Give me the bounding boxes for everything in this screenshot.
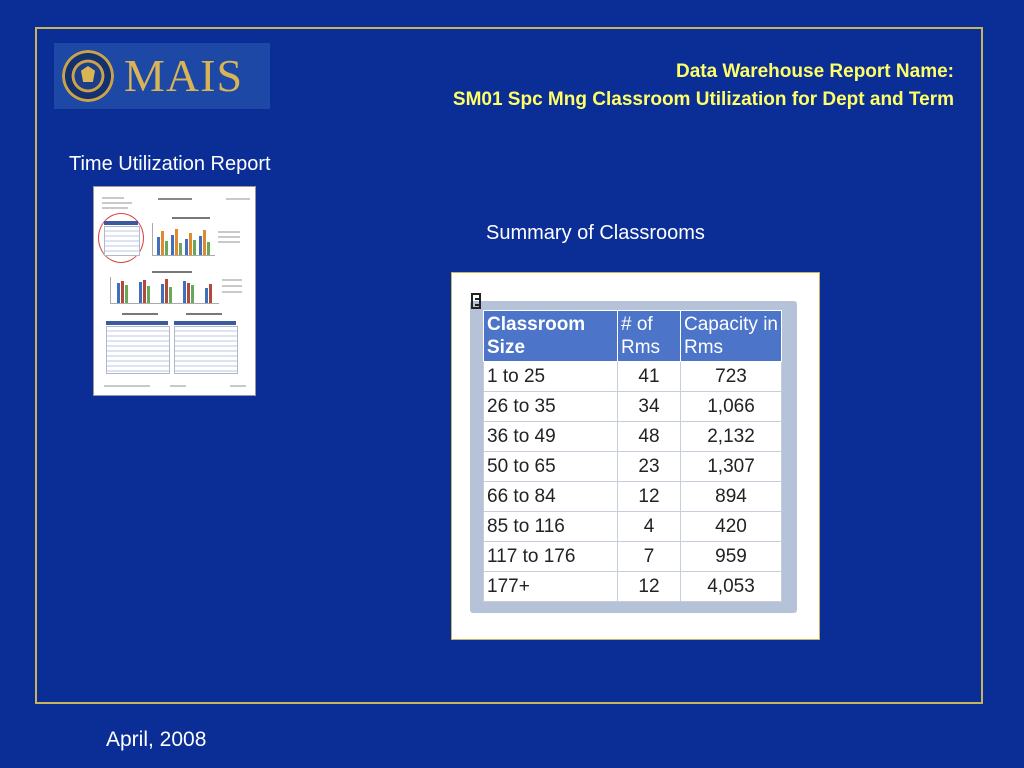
row-rooms: 34 <box>617 391 681 422</box>
row-rooms: 7 <box>617 541 681 572</box>
row-size: 1 to 25 <box>483 361 618 392</box>
row-rooms: 4 <box>617 511 681 542</box>
header-classroom-size: Classroom Size <box>483 310 618 362</box>
row-rooms: 12 <box>617 481 681 512</box>
row-size: 50 to 65 <box>483 451 618 482</box>
table-row: 117 to 176 7 959 <box>483 541 782 572</box>
table-row: 26 to 35 34 1,066 <box>483 391 782 422</box>
summary-table-panel: Classroom Size # of Rms Capacity in Rms … <box>451 272 820 640</box>
time-utilization-caption: Time Utilization Report <box>69 153 271 175</box>
report-title-line1: Data Warehouse Report Name: <box>675 61 954 82</box>
classroom-summary-table: Classroom Size # of Rms Capacity in Rms … <box>483 310 782 602</box>
row-size: 85 to 116 <box>483 511 618 542</box>
seal-icon <box>62 50 114 102</box>
row-capacity: 959 <box>680 541 782 572</box>
slide-frame <box>35 27 983 704</box>
mais-logo: MAIS <box>54 43 270 109</box>
table-row: 1 to 25 41 723 <box>483 361 782 392</box>
logo-text: MAIS <box>124 50 244 101</box>
table-header-row: Classroom Size # of Rms Capacity in Rms <box>483 310 782 362</box>
table-grip-icon[interactable] <box>471 293 481 309</box>
row-capacity: 1,307 <box>680 451 782 482</box>
row-rooms: 23 <box>617 451 681 482</box>
table-row: 66 to 84 12 894 <box>483 481 782 512</box>
footer-date: April, 2008 <box>106 728 207 751</box>
report-title: Data Warehouse Report Name: SM01 Spc Mng… <box>453 58 954 114</box>
table-row: 85 to 116 4 420 <box>483 511 782 542</box>
header-num-rooms: # of Rms <box>617 310 681 362</box>
row-rooms: 41 <box>617 361 681 392</box>
row-size: 66 to 84 <box>483 481 618 512</box>
row-capacity: 420 <box>680 511 782 542</box>
row-size: 26 to 35 <box>483 391 618 422</box>
table-row: 177+ 12 4,053 <box>483 571 782 602</box>
table-row: 50 to 65 23 1,307 <box>483 451 782 482</box>
row-capacity: 894 <box>680 481 782 512</box>
row-size: 177+ <box>483 571 618 602</box>
header-capacity: Capacity in Rms <box>680 310 782 362</box>
row-size: 36 to 49 <box>483 421 618 452</box>
table-row: 36 to 49 48 2,132 <box>483 421 782 452</box>
report-title-line2: SM01 Spc Mng Classroom Utilization for D… <box>452 89 954 110</box>
row-size: 117 to 176 <box>483 541 618 572</box>
row-capacity: 4,053 <box>680 571 782 602</box>
row-capacity: 2,132 <box>680 421 782 452</box>
row-rooms: 48 <box>617 421 681 452</box>
row-rooms: 12 <box>617 571 681 602</box>
summary-caption: Summary of Classrooms <box>486 222 705 244</box>
row-capacity: 723 <box>680 361 782 392</box>
row-capacity: 1,066 <box>680 391 782 422</box>
time-utilization-report-thumbnail <box>93 186 256 396</box>
